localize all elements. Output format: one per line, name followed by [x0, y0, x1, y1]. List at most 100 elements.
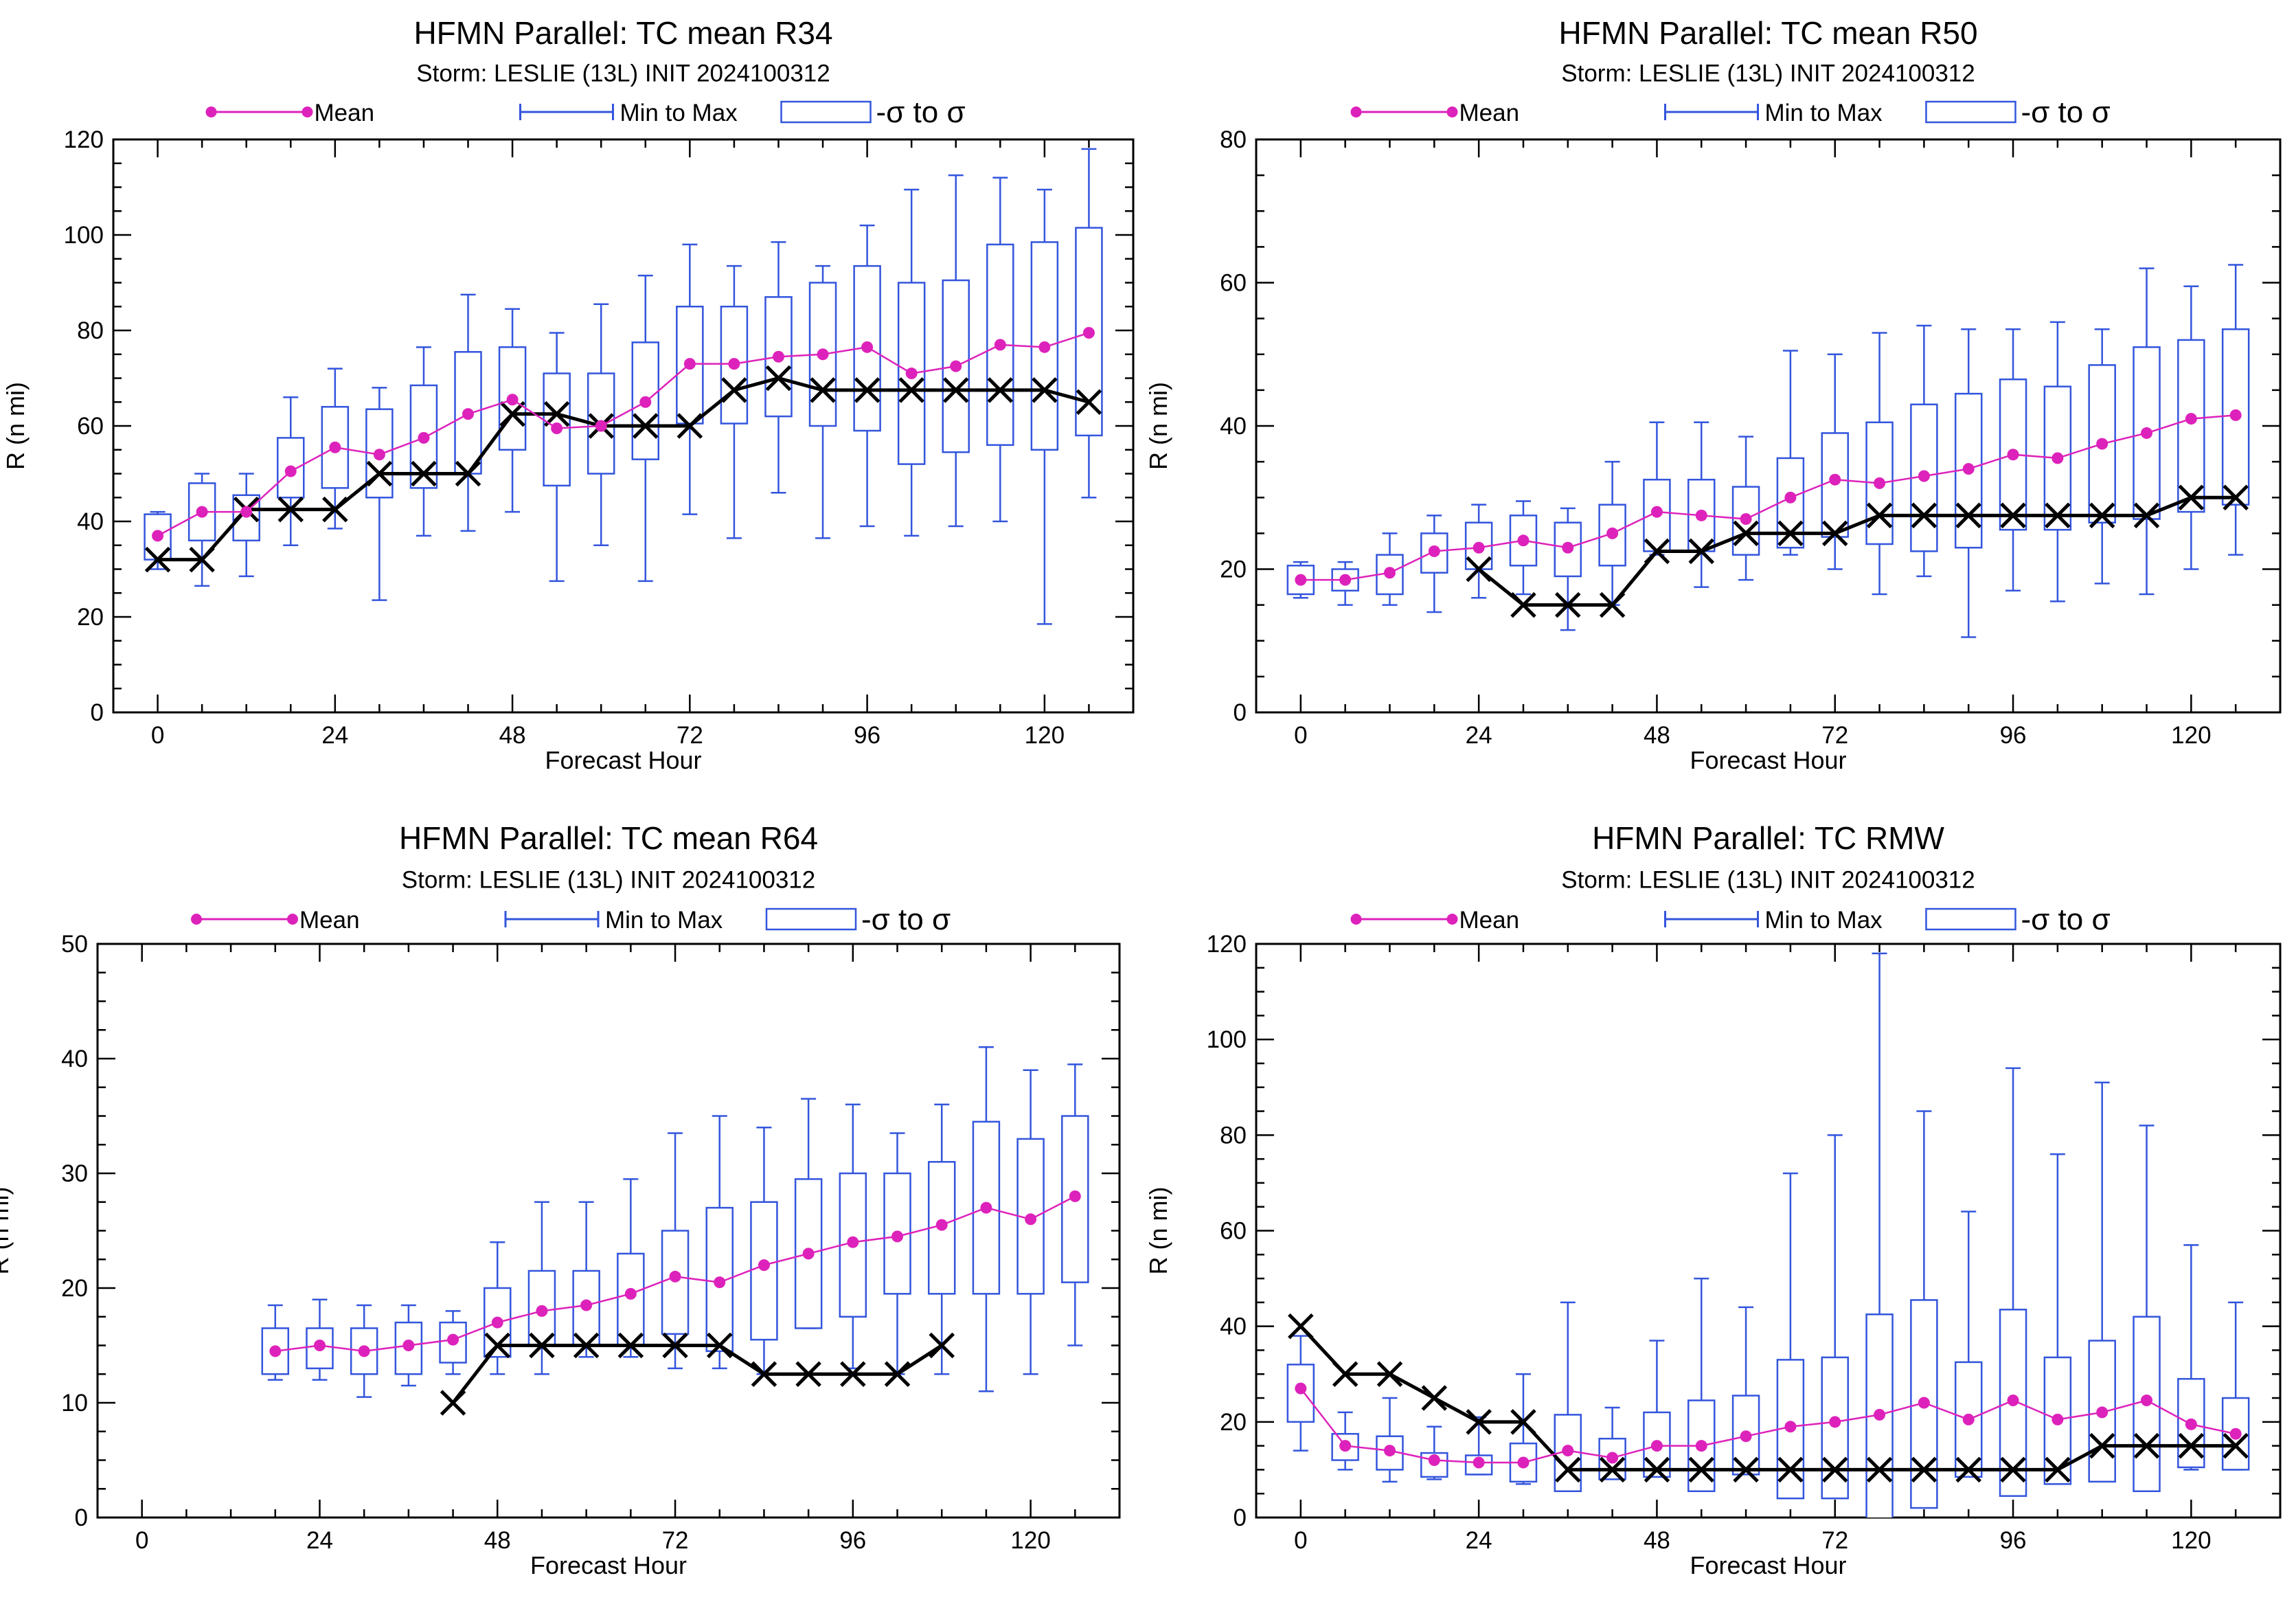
- best-track-marker: [1866, 502, 1893, 529]
- best-track-x-stroke: [1599, 1456, 1626, 1483]
- mean-line: [1300, 414, 2236, 581]
- mean-point: [714, 1276, 726, 1289]
- mean-point: [418, 431, 430, 444]
- best-track-marker: [751, 1361, 777, 1388]
- mean-point: [2007, 449, 2019, 461]
- y-axis-label: R (n mi): [1, 382, 30, 470]
- mean-point: [402, 1340, 415, 1351]
- mean-point: [2007, 1395, 2019, 1407]
- x-tick-label: 96: [2000, 1527, 2027, 1554]
- box-whisker: [883, 1132, 911, 1375]
- mean-point: [1383, 1445, 1396, 1457]
- best-track-x-stroke: [366, 460, 393, 487]
- box-whisker: [1030, 188, 1059, 625]
- x-tick-label: 72: [1821, 722, 1848, 749]
- x-tick-label: 48: [499, 722, 526, 749]
- best-track-x-stroke: [898, 377, 924, 403]
- plot-frame: [96, 943, 1121, 1519]
- chart-subtitle: Storm: LESLIE (13L) INIT 2024100312: [402, 866, 816, 893]
- best-track-x-stroke: [1866, 502, 1893, 529]
- x-tick-label: 120: [1025, 722, 1065, 749]
- mean-point: [1473, 1456, 1485, 1469]
- box-whisker: [1776, 1172, 1805, 1500]
- y-axis-label: R (n mi): [1144, 1187, 1172, 1275]
- chart-subtitle: Storm: LESLIE (13L) INIT 2024100312: [1561, 866, 1975, 893]
- plot-area: [144, 148, 1103, 625]
- mean-point: [506, 394, 519, 406]
- chart-title: HFMN Parallel: TC mean R50: [1558, 15, 1977, 51]
- legend: Mean Min to Max -σ to σ: [205, 95, 966, 129]
- box-whisker: [1999, 1067, 2027, 1497]
- chart-subtitle: Storm: LESLIE (13L) INIT 2024100312: [1561, 60, 1975, 87]
- best-track-x-stroke: [721, 377, 747, 403]
- best-track-marker: [1644, 1456, 1670, 1483]
- x-tick-label: 96: [2000, 722, 2027, 749]
- best-track-x-stroke: [929, 1332, 955, 1359]
- box-whisker: [1731, 1306, 1760, 1476]
- box-whisker: [808, 264, 837, 539]
- best-track-x-stroke: [1599, 591, 1626, 618]
- mean-point: [1650, 1440, 1663, 1452]
- best-track-x-stroke: [1777, 520, 1804, 547]
- best-track-x-stroke: [633, 413, 659, 439]
- sigma-box: [2177, 339, 2205, 513]
- legend-mean-marker: [287, 914, 298, 925]
- best-track-marker: [2089, 1432, 2115, 1459]
- y-tick-label: 40: [77, 508, 104, 535]
- best-track-marker: [1076, 389, 1102, 416]
- best-track-x-stroke: [1733, 520, 1759, 547]
- box-whisker: [661, 1132, 690, 1370]
- mean-point: [152, 530, 164, 542]
- mean-point: [580, 1299, 593, 1311]
- best-track-x-stroke: [1555, 1456, 1581, 1483]
- best-track-x-stroke: [1733, 1456, 1759, 1483]
- best-track-x-stroke: [543, 401, 570, 427]
- best-track-marker: [1599, 591, 1626, 618]
- best-track-marker: [1688, 538, 1715, 565]
- mean-point: [1740, 513, 1752, 526]
- mean-point: [1918, 470, 1930, 482]
- mean-point: [758, 1259, 770, 1272]
- x-tick-label: 72: [662, 1527, 689, 1554]
- mean-point: [462, 408, 475, 420]
- best-track-x-stroke: [1288, 1313, 1314, 1340]
- best-track-x-stroke: [1821, 520, 1848, 547]
- box-whisker: [261, 1304, 290, 1381]
- y-tick-label: 100: [64, 222, 104, 249]
- best-track-x-stroke: [1688, 538, 1715, 565]
- mean-point: [2141, 427, 2153, 439]
- mean-point: [1295, 574, 1307, 586]
- legend-mean-marker: [1446, 106, 1458, 117]
- mean-point: [935, 1219, 948, 1231]
- box-whisker: [1821, 1134, 1849, 1500]
- box-whisker: [1865, 952, 1894, 1518]
- best-track-x-stroke: [1332, 1361, 1359, 1388]
- plot-area: [1286, 264, 2250, 638]
- best-track-x-stroke: [1032, 377, 1058, 403]
- mean-point: [669, 1270, 681, 1283]
- x-tick-label: 24: [1466, 1527, 1492, 1554]
- y-tick-label: 120: [64, 126, 104, 153]
- best-track-x-stroke: [751, 1361, 777, 1388]
- mean-point: [861, 341, 874, 353]
- best-track-marker: [1510, 1409, 1536, 1435]
- mean-point: [1562, 1445, 1574, 1457]
- legend-mean-marker: [1350, 914, 1362, 925]
- best-track-marker: [1644, 538, 1670, 565]
- box-whisker: [321, 368, 350, 530]
- best-track-x-stroke: [1555, 591, 1581, 618]
- x-tick-label: 120: [2171, 722, 2211, 749]
- box-whisker: [1509, 500, 1538, 596]
- best-track-marker: [1555, 591, 1581, 618]
- x-tick-label: 72: [677, 722, 703, 749]
- mean-point: [269, 1345, 282, 1357]
- best-track-x-stroke: [2045, 502, 2071, 529]
- mean-point: [1606, 527, 1619, 539]
- best-track-x-stroke: [2223, 1432, 2249, 1459]
- box-whisker: [1910, 324, 1938, 578]
- best-track-x-stroke: [189, 546, 215, 573]
- best-track-marker: [322, 496, 348, 523]
- box-whisker: [942, 174, 970, 528]
- mean-point: [802, 1248, 815, 1260]
- x-tick-label: 120: [2171, 1527, 2211, 1554]
